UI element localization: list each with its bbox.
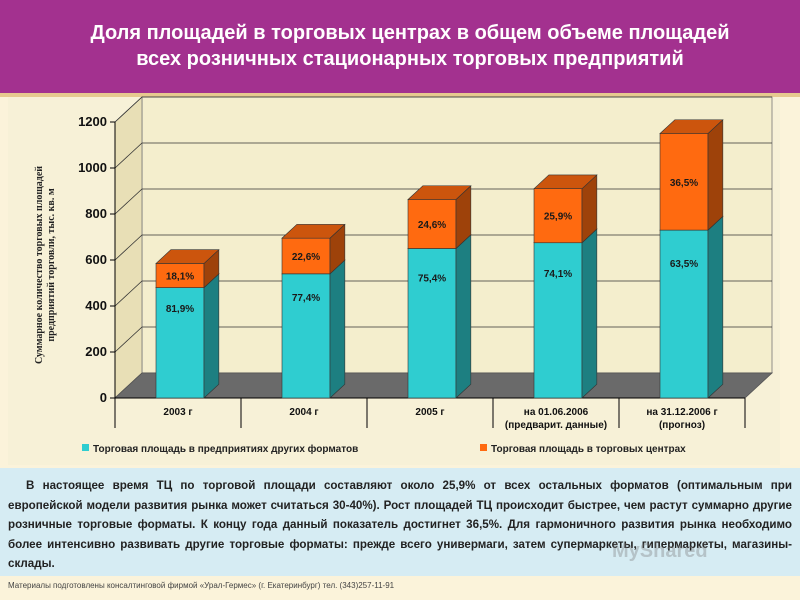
bar-top-tc bbox=[659, 119, 724, 134]
source-footer: Материалы подготовлены консалтинговой фи… bbox=[8, 581, 395, 590]
y-tick-label: 200 bbox=[85, 344, 107, 359]
bar-side-other bbox=[581, 228, 598, 399]
y-tick-label: 0 bbox=[100, 390, 107, 405]
summary-box bbox=[0, 468, 800, 576]
bar-other bbox=[533, 242, 583, 399]
data-label-other: 81,9% bbox=[166, 304, 194, 315]
x-tick-label: на 31.12.2006 г bbox=[646, 407, 717, 418]
gridline bbox=[114, 96, 772, 123]
bar-other bbox=[281, 273, 331, 399]
data-label-tc: 22,6% bbox=[292, 252, 320, 263]
bar-top-tc bbox=[533, 174, 598, 189]
legend-item-other: Торговая площадь в предприятиях других ф… bbox=[82, 444, 358, 460]
bar-top-tc bbox=[155, 249, 220, 264]
bar-side-other bbox=[707, 215, 724, 399]
legend-item-tc: Торговая площадь в торговых центрах bbox=[480, 444, 686, 460]
bar-side-other bbox=[329, 259, 346, 399]
bar-other bbox=[155, 287, 205, 399]
bar-side-other bbox=[203, 273, 220, 399]
bar-side-tc bbox=[707, 119, 724, 231]
title-bar bbox=[0, 0, 800, 93]
data-label-other: 77,4% bbox=[292, 293, 320, 304]
y-tick-label: 400 bbox=[85, 298, 107, 313]
watermark: MyShared bbox=[612, 540, 708, 562]
x-tick-label: 2004 г bbox=[289, 407, 318, 418]
bar-side-other bbox=[455, 234, 472, 399]
bar-tc bbox=[281, 237, 331, 275]
legend-swatch-other bbox=[82, 444, 89, 451]
page-title: Доля площадей в торговых центрах в общем… bbox=[40, 20, 780, 72]
data-label-tc: 25,9% bbox=[544, 212, 572, 223]
data-label-tc: 18,1% bbox=[166, 272, 194, 283]
x-tick-label: 2005 г bbox=[415, 407, 444, 418]
y-tick-label: 1000 bbox=[78, 160, 107, 175]
x-tick-label: на 01.06.2006 bbox=[524, 407, 589, 418]
title-line-2: всех розничных стационарных торговых пре… bbox=[136, 48, 684, 70]
bar-tc bbox=[659, 133, 709, 231]
bar-tc bbox=[533, 188, 583, 244]
data-label-other: 75,4% bbox=[418, 273, 446, 284]
legend-label-other: Торговая площадь в предприятиях других ф… bbox=[93, 444, 359, 455]
data-label-tc: 36,5% bbox=[670, 178, 698, 189]
y-tick-label: 1200 bbox=[78, 114, 107, 129]
legend-label-tc: Торговая площадь в торговых центрах bbox=[491, 444, 686, 455]
bar-top-tc bbox=[281, 224, 346, 239]
bar-other bbox=[407, 248, 457, 399]
title-divider bbox=[0, 93, 800, 97]
x-tick-sublabel: (предварит. данные) bbox=[505, 420, 607, 431]
bar-top-tc bbox=[407, 185, 472, 200]
title-line-1: Доля площадей в торговых центрах в общем… bbox=[90, 22, 730, 44]
data-label-other: 63,5% bbox=[670, 259, 698, 270]
data-label-tc: 24,6% bbox=[418, 220, 446, 231]
data-label-other: 74,1% bbox=[544, 269, 572, 280]
bar-other bbox=[659, 229, 709, 399]
x-tick-label: 2003 г bbox=[163, 407, 192, 418]
gridline bbox=[114, 142, 772, 169]
y-tick-label: 800 bbox=[85, 206, 107, 221]
bar-tc bbox=[407, 199, 457, 249]
x-tick-sublabel: (прогноз) bbox=[659, 420, 705, 431]
summary-text: В настоящее время ТЦ по торговой площади… bbox=[8, 479, 792, 570]
legend-swatch-tc bbox=[480, 444, 487, 451]
y-tick-label: 600 bbox=[85, 252, 107, 267]
